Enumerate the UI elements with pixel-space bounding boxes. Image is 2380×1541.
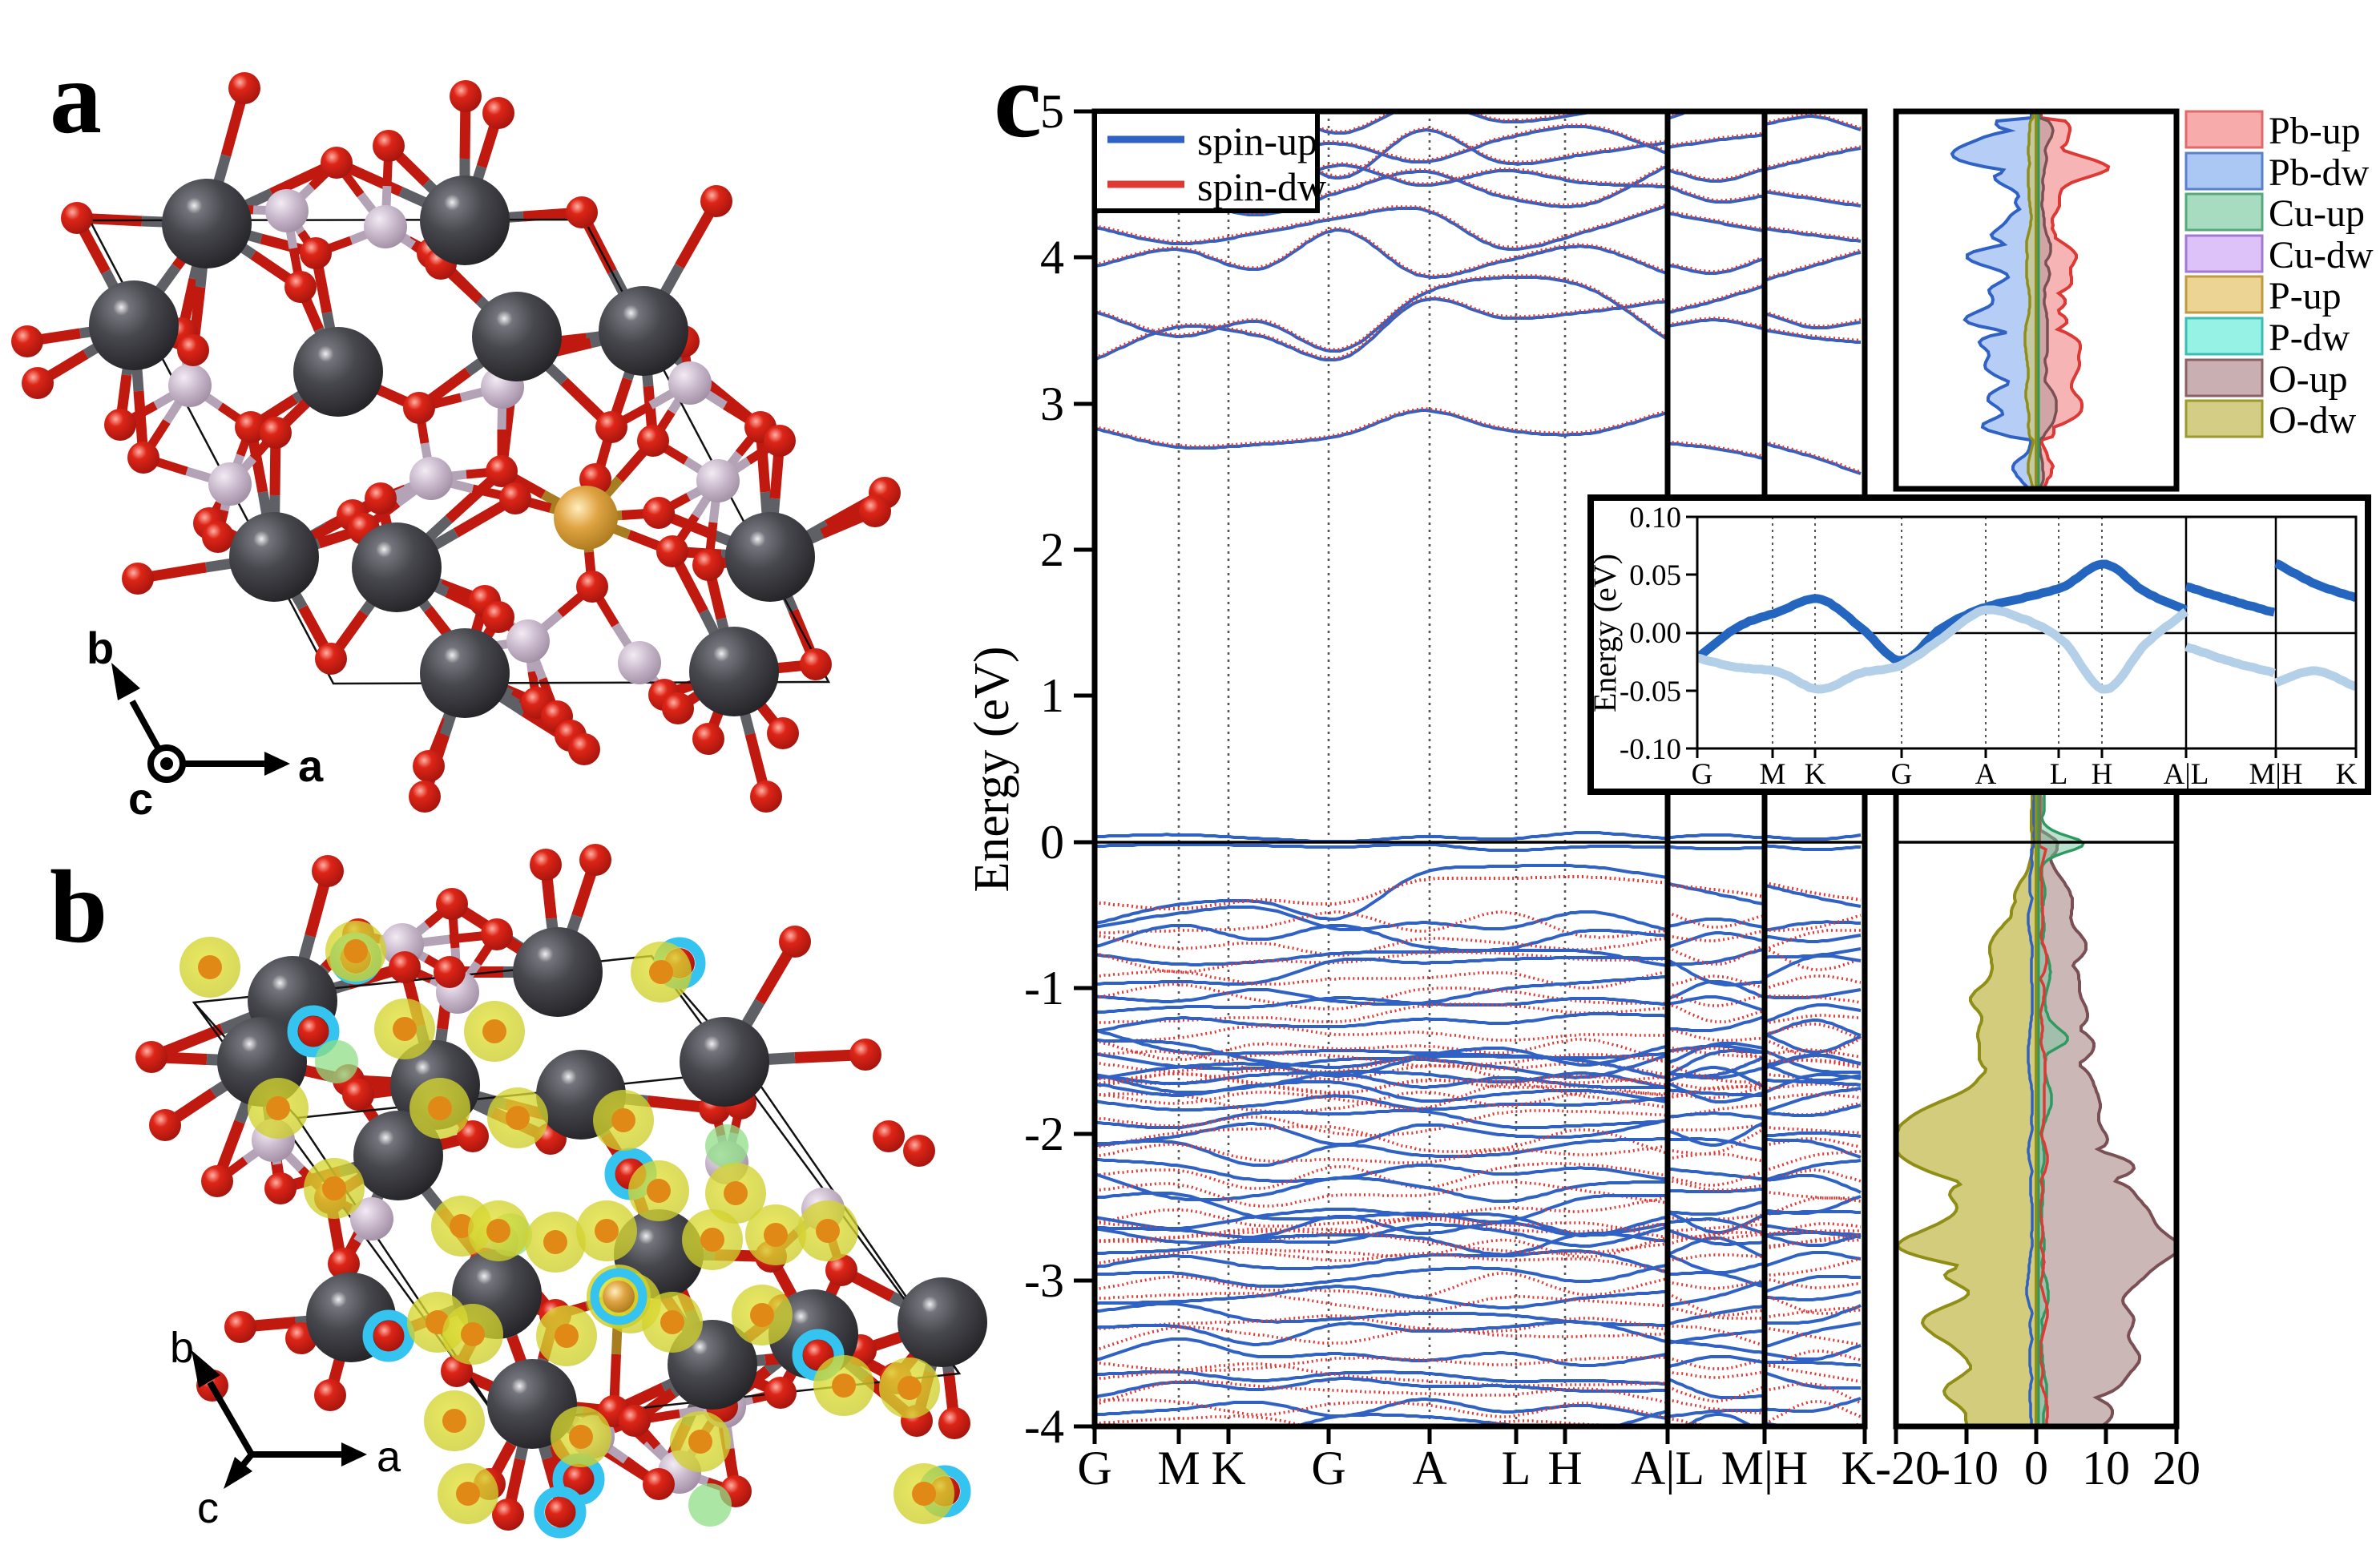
svg-text:O-up: O-up [2269, 358, 2348, 401]
svg-text:0: 0 [2024, 1442, 2048, 1495]
svg-text:K: K [1211, 1442, 1245, 1495]
svg-text:P-dw: P-dw [2269, 317, 2350, 359]
svg-text:O-dw: O-dw [2269, 399, 2357, 442]
svg-text:c: c [128, 773, 153, 824]
svg-text:20: 20 [2152, 1442, 2200, 1495]
svg-text:-3: -3 [1024, 1254, 1064, 1307]
svg-text:K: K [1841, 1442, 1875, 1495]
svg-text:M: M [1157, 1442, 1200, 1495]
svg-text:3: 3 [1040, 377, 1064, 430]
svg-text:P-up: P-up [2269, 275, 2342, 317]
svg-text:spin-dw: spin-dw [1197, 164, 1326, 209]
svg-text:H: H [2092, 758, 2113, 791]
svg-text:5: 5 [1040, 85, 1064, 138]
svg-text:K: K [1805, 758, 1826, 791]
svg-text:A: A [1975, 758, 1997, 791]
svg-text:b: b [170, 1324, 194, 1372]
svg-text:spin-up: spin-up [1197, 119, 1317, 163]
svg-text:A|L: A|L [2164, 758, 2209, 791]
svg-text:2: 2 [1040, 523, 1064, 576]
svg-text:Pb-dw: Pb-dw [2269, 151, 2370, 194]
svg-text:a: a [298, 740, 324, 791]
svg-text:b: b [50, 849, 107, 965]
svg-text:A: A [1412, 1442, 1446, 1495]
svg-text:M|H: M|H [1721, 1442, 1809, 1495]
svg-text:-2: -2 [1024, 1107, 1064, 1160]
svg-text:G: G [1077, 1442, 1111, 1495]
svg-text:Energy (eV): Energy (eV) [1587, 554, 1623, 712]
svg-text:-1: -1 [1024, 962, 1064, 1015]
svg-text:Cu-dw: Cu-dw [2269, 234, 2374, 276]
svg-text:-0.10: -0.10 [1620, 733, 1681, 766]
svg-text:0.05: 0.05 [1629, 559, 1681, 592]
svg-text:c: c [994, 41, 1042, 160]
svg-text:L: L [1502, 1442, 1531, 1495]
svg-text:10: 10 [2082, 1442, 2130, 1495]
svg-text:Pb-up: Pb-up [2269, 110, 2361, 152]
svg-text:G: G [1692, 758, 1713, 791]
svg-text:-10: -10 [1934, 1442, 1999, 1495]
svg-text:0.10: 0.10 [1629, 502, 1681, 535]
svg-text:a: a [50, 40, 102, 155]
svg-text:c: c [197, 1484, 219, 1532]
svg-text:M: M [1760, 758, 1786, 791]
svg-text:-0.05: -0.05 [1620, 676, 1681, 708]
svg-text:M|H: M|H [2249, 758, 2302, 791]
svg-text:A|L: A|L [1631, 1442, 1704, 1495]
svg-text:a: a [377, 1433, 401, 1481]
svg-text:0.00: 0.00 [1629, 617, 1681, 650]
svg-text:4: 4 [1040, 231, 1064, 284]
svg-text:1: 1 [1040, 669, 1064, 722]
svg-text:0: 0 [1040, 816, 1064, 869]
svg-text:K: K [2336, 758, 2358, 791]
svg-text:b: b [87, 623, 114, 673]
svg-text:L: L [2050, 758, 2068, 791]
svg-text:Cu-up: Cu-up [2269, 192, 2365, 235]
svg-text:G: G [1311, 1442, 1345, 1495]
svg-text:H: H [1547, 1442, 1582, 1495]
svg-text:-20: -20 [1875, 1442, 1939, 1495]
svg-text:Energy (eV): Energy (eV) [965, 646, 1019, 892]
svg-text:-4: -4 [1024, 1400, 1064, 1453]
svg-text:G: G [1891, 758, 1913, 791]
